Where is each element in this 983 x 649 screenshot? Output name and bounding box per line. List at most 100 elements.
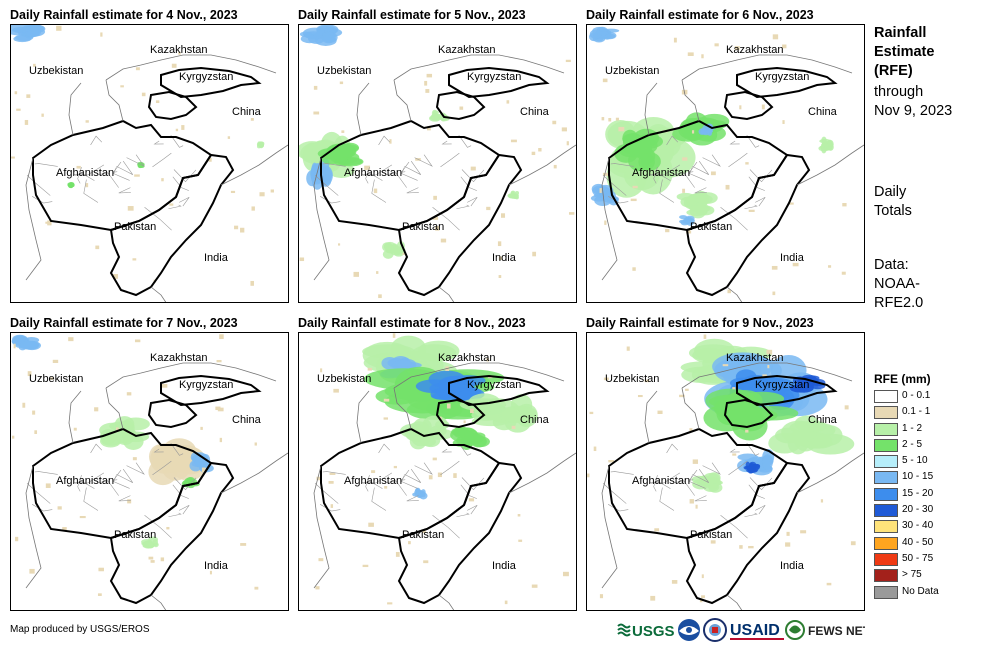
through-date: Nov 9, 2023 [874, 103, 953, 119]
rainfall-layer [11, 334, 259, 596]
map-panel-nov6: Daily Rainfall estimate for 6 Nov., 2023… [586, 8, 865, 303]
legend-title: RFE (mm) [874, 372, 931, 386]
sidebar-title-line: (RFE) [874, 63, 913, 79]
sidebar-title-line: Estimate [874, 44, 935, 60]
legend-label: 0.1 - 1 [902, 406, 931, 418]
country-label-afghanistan: Afghanistan [56, 475, 114, 487]
panel-title: Daily Rainfall estimate for 5 Nov., 2023 [298, 8, 526, 22]
sidebar-data-source: Data: NOAA- RFE2.0 [874, 256, 923, 313]
legend-label: 0 - 0.1 [902, 390, 931, 401]
legend-swatch [874, 422, 898, 436]
map-panel-nov5: Daily Rainfall estimate for 5 Nov., 2023… [298, 8, 577, 303]
country-label-kazakhstan: Kazakhstan [726, 44, 783, 56]
legend-label: 1 - 2 [902, 422, 923, 434]
legend-swatch [874, 569, 898, 583]
country-label-india: India [780, 252, 805, 264]
country-label-pakistan: Pakistan [402, 221, 444, 233]
country-label-afghanistan: Afghanistan [56, 167, 114, 179]
country-label-pakistan: Pakistan [690, 529, 732, 541]
map-panel-nov8: Daily Rainfall estimate for 8 Nov., 2023… [298, 316, 577, 611]
legend-label: 20 - 30 [902, 504, 934, 516]
rainfall-map: Kazakhstan Uzbekistan Kyrgyzstan China Afgha… [298, 332, 577, 611]
country-label-afghanistan: Afghanistan [344, 475, 402, 487]
legend-label: No Data [902, 585, 939, 597]
country-label-pakistan: Pakistan [402, 529, 444, 541]
map-panel-nov4: Daily Rainfall estimate for 4 Nov., 2023… [10, 8, 289, 303]
sidebar-through: through Nov 9, 2023 [874, 83, 952, 121]
country-label-china: China [520, 414, 550, 426]
country-borders [313, 362, 576, 610]
country-label-kazakhstan: Kazakhstan [438, 352, 495, 364]
country-label-kyrgyzstan: Kyrgyzstan [467, 71, 521, 83]
country-label-pakistan: Pakistan [690, 221, 732, 233]
country-label-india: India [492, 560, 517, 572]
admin-boundaries [602, 135, 773, 231]
rainfall-map: Kazakhstan Uzbekistan Kyrgyzstan China Afgha… [10, 332, 289, 611]
legend-swatch [874, 455, 898, 469]
map-canvas: Kazakhstan Uzbekistan Kyrgyzstan China Afgha… [588, 26, 864, 302]
usgs-logo-text: USGS [632, 623, 675, 640]
legend-swatch [874, 536, 898, 550]
country-label-china: China [232, 414, 262, 426]
legend-swatch [874, 487, 898, 501]
country-label-kazakhstan: Kazakhstan [438, 44, 495, 56]
country-label-india: India [204, 560, 229, 572]
country-borders [601, 54, 864, 302]
legend-swatch [874, 520, 898, 534]
country-label-kazakhstan: Kazakhstan [150, 352, 207, 364]
country-borders [25, 362, 288, 610]
rainfall-map: Kazakhstan Uzbekistan Kyrgyzstan China Afgha… [586, 24, 865, 303]
usaid-logo: USAID [730, 622, 784, 640]
country-label-kazakhstan: Kazakhstan [726, 352, 783, 364]
legend-label: > 75 [902, 569, 922, 581]
country-label-china: China [520, 106, 550, 118]
panel-title: Daily Rainfall estimate for 6 Nov., 2023 [586, 8, 814, 22]
country-label-uzbekistan: Uzbekistan [29, 373, 83, 385]
country-borders [25, 54, 288, 302]
legend-swatch [874, 406, 898, 420]
sidebar-totals: Daily Totals [874, 183, 912, 221]
country-borders [313, 54, 576, 302]
totals-line: Daily [874, 184, 907, 200]
country-label-uzbekistan: Uzbekistan [605, 65, 659, 77]
country-label-uzbekistan: Uzbekistan [29, 65, 83, 77]
map-canvas: Kazakhstan Uzbekistan Kyrgyzstan China Afgha… [11, 334, 288, 610]
through-label: through [874, 84, 924, 100]
rainfall-map: Kazakhstan Uzbekistan Kyrgyzstan China Afgha… [586, 332, 865, 611]
fewsnet-logo-text: FEWS NET [808, 624, 865, 638]
legend-swatch [874, 552, 898, 566]
country-label-india: India [780, 560, 805, 572]
country-label-pakistan: Pakistan [114, 221, 156, 233]
map-canvas: Kazakhstan Uzbekistan Kyrgyzstan China Afgha… [313, 333, 576, 610]
data-line: RFE2.0 [874, 295, 924, 311]
legend-label: 10 - 15 [902, 471, 934, 483]
country-borders [601, 362, 864, 610]
map-canvas: Kazakhstan Uzbekistan Kyrgyzstan China Afgha… [587, 334, 864, 610]
legend-swatch [874, 471, 898, 485]
map-canvas: Kazakhstan Uzbekistan Kyrgyzstan China Afgha… [11, 25, 288, 302]
data-line: NOAA- [874, 276, 920, 292]
country-label-india: India [204, 252, 229, 264]
country-label-afghanistan: Afghanistan [344, 167, 402, 179]
legend-swatch [874, 438, 898, 452]
country-label-afghanistan: Afghanistan [632, 475, 690, 487]
country-label-china: China [808, 414, 838, 426]
rainfall-layer [11, 25, 274, 286]
country-label-uzbekistan: Uzbekistan [605, 373, 659, 385]
legend-swatch [874, 585, 898, 599]
panel-title: Daily Rainfall estimate for 8 Nov., 2023 [298, 316, 526, 330]
usgs-logo: USGS [617, 623, 675, 640]
country-label-kyrgyzstan: Kyrgyzstan [467, 379, 521, 391]
country-label-kyrgyzstan: Kyrgyzstan [179, 71, 233, 83]
rainfall-map: Kazakhstan Uzbekistan Kyrgyzstan China Afgha… [298, 24, 577, 303]
legend-label: 50 - 75 [902, 552, 934, 564]
totals-line: Totals [874, 203, 912, 219]
admin-boundaries [314, 443, 485, 539]
country-label-pakistan: Pakistan [114, 529, 156, 541]
admin-boundaries [26, 443, 197, 539]
country-label-uzbekistan: Uzbekistan [317, 65, 371, 77]
legend-label: 30 - 40 [902, 520, 934, 532]
legend-label: 2 - 5 [902, 438, 923, 450]
data-line: Data: [874, 257, 909, 273]
fewsnet-logo: FEWS NET [785, 620, 865, 640]
